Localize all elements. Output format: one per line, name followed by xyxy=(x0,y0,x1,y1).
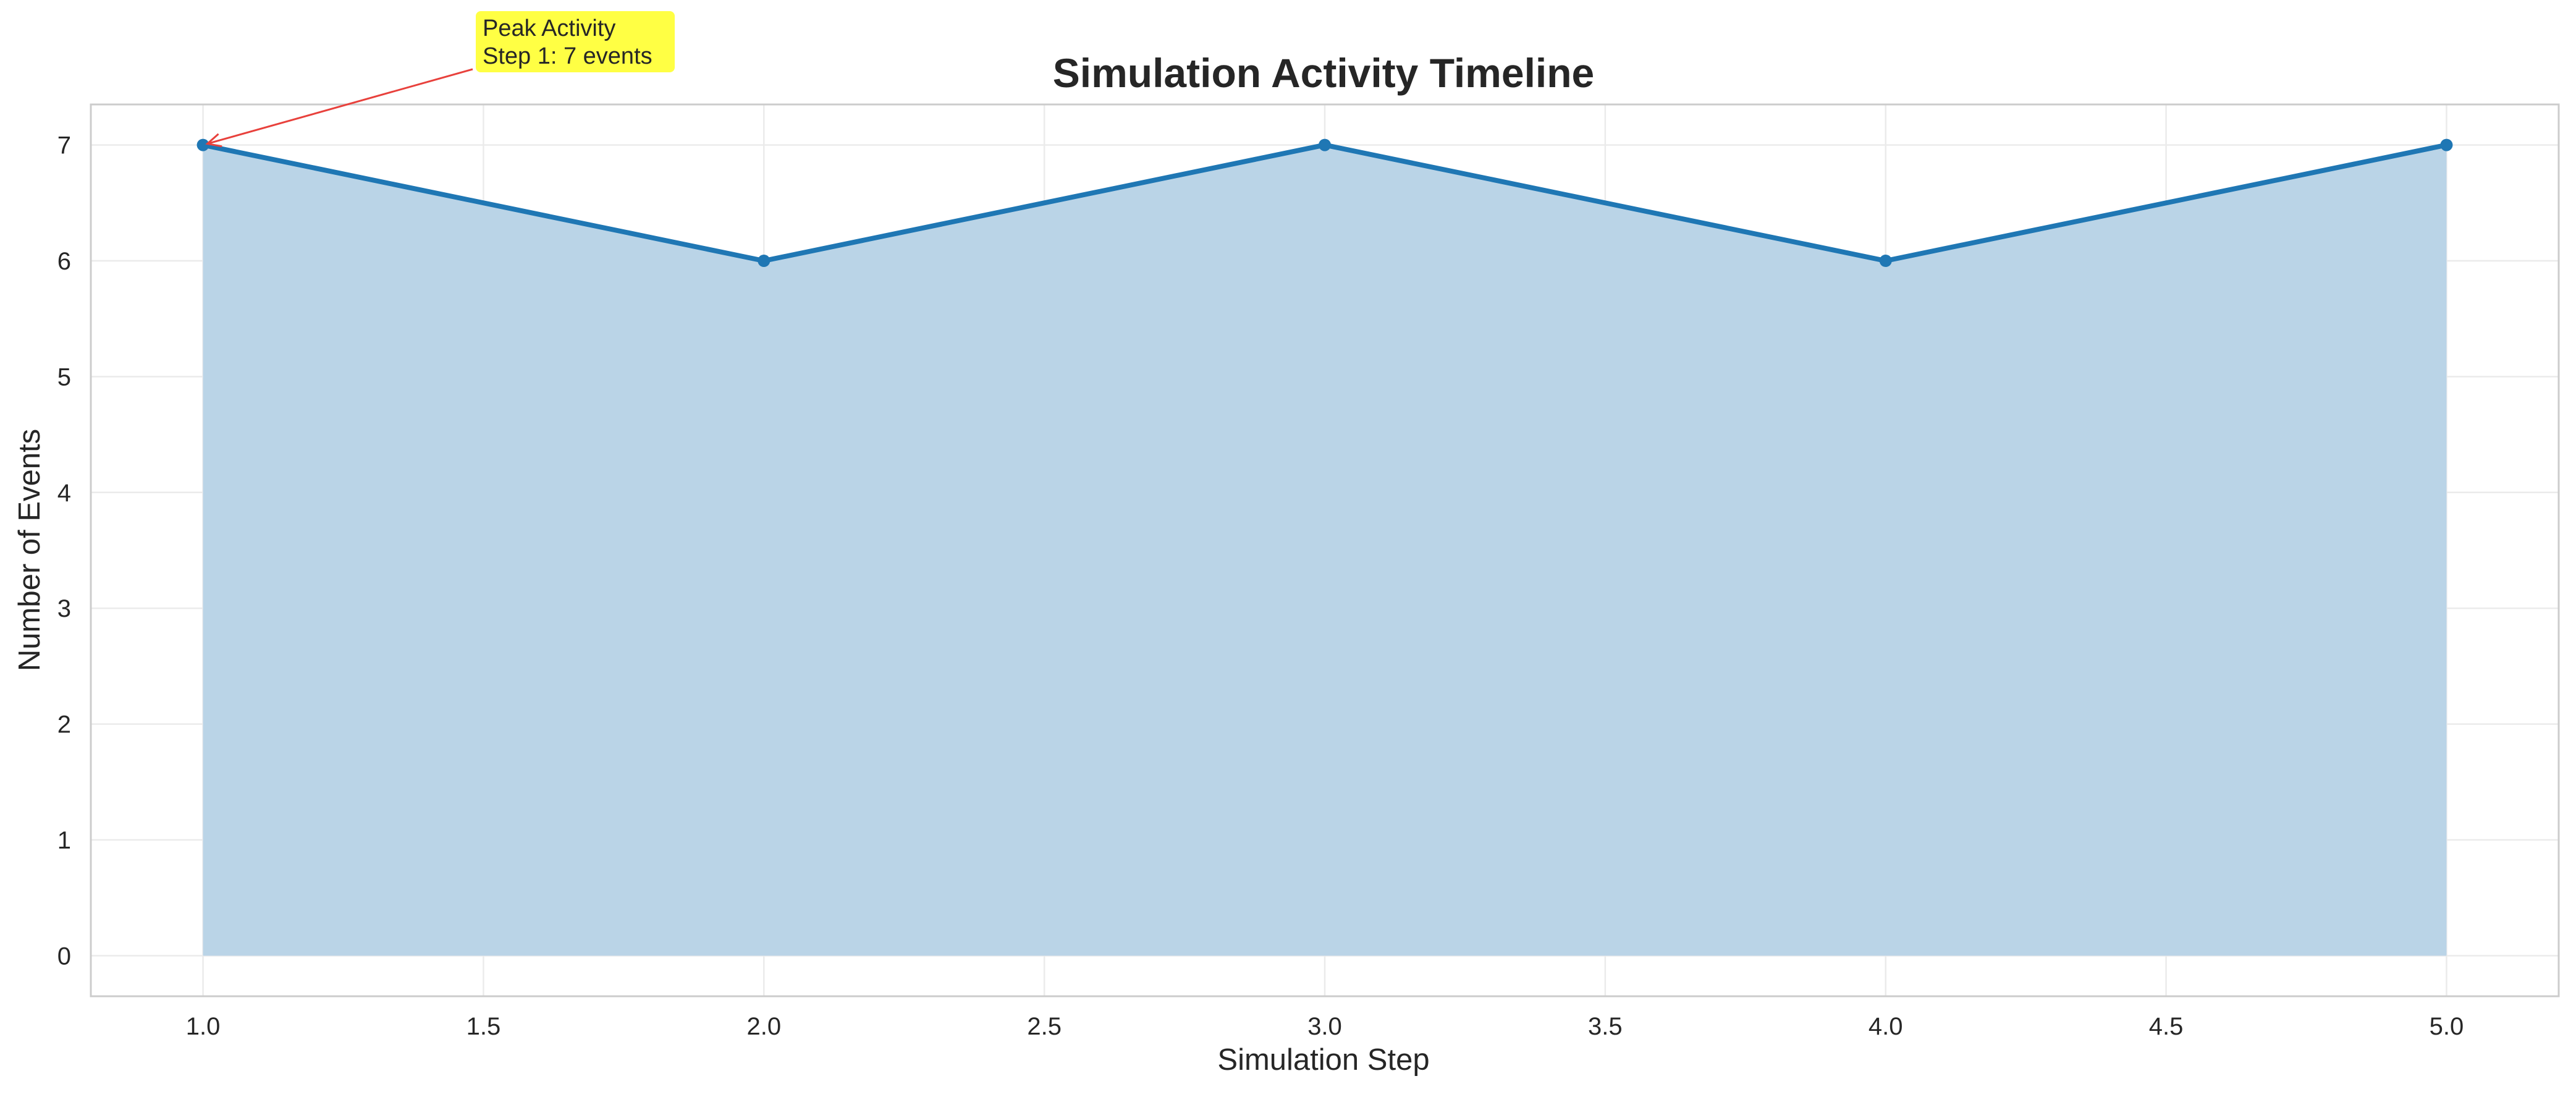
y-axis-label: Number of Events xyxy=(13,429,46,671)
annotation-arrowhead xyxy=(205,133,222,148)
data-point-3 xyxy=(1319,138,1331,151)
data-point-5 xyxy=(2440,138,2453,151)
annotation-arrow xyxy=(207,68,473,145)
x-tick-label-4: 3.0 xyxy=(1307,1013,1342,1040)
y-tick-label-5: 5 xyxy=(57,363,71,391)
y-tick-label-6: 6 xyxy=(57,248,71,275)
x-tick-label-7: 4.5 xyxy=(2149,1013,2184,1040)
peak-annotation: Peak Activity Step 1: 7 events xyxy=(205,11,675,148)
data-point-4 xyxy=(1879,254,1892,267)
plot-border xyxy=(90,103,2560,997)
y-tick-label-7: 7 xyxy=(57,132,71,159)
y-tick-label-0: 0 xyxy=(57,942,71,970)
area-fill-layer xyxy=(203,145,2447,956)
data-point-2 xyxy=(758,254,771,267)
y-tick-label-3: 3 xyxy=(57,595,71,622)
x-axis-label: Simulation Step xyxy=(1217,1043,1429,1077)
x-tick-label-5: 3.5 xyxy=(1588,1013,1623,1040)
plot-frame xyxy=(90,103,2560,997)
x-tick-label-0: 1.0 xyxy=(186,1013,221,1040)
annotation-line-1: Peak Activity xyxy=(483,15,615,41)
y-tick-label-1: 1 xyxy=(57,827,71,854)
x-tick-label-8: 5.0 xyxy=(2430,1013,2464,1040)
data-points xyxy=(196,138,2453,267)
y-tick-label-4: 4 xyxy=(57,480,71,507)
y-tick-label-2: 2 xyxy=(57,711,71,739)
x-tick-label-3: 2.5 xyxy=(1027,1013,1062,1040)
x-tick-label-2: 2.0 xyxy=(746,1013,781,1040)
chart-title: Simulation Activity Timeline xyxy=(1053,50,1595,96)
annotation-line-2: Step 1: 7 events xyxy=(483,43,652,69)
area-fill xyxy=(203,145,2447,956)
x-tick-labels: 1.0 1.5 2.0 2.5 3.0 3.5 4.0 4.5 5.0 xyxy=(186,1013,2464,1040)
annotation-box xyxy=(476,11,675,72)
data-point-1 xyxy=(196,138,209,151)
x-tick-label-6: 4.0 xyxy=(1869,1013,1903,1040)
y-tick-labels: 0 1 2 3 4 5 6 7 xyxy=(57,132,71,970)
x-tick-label-1: 1.5 xyxy=(467,1013,501,1040)
